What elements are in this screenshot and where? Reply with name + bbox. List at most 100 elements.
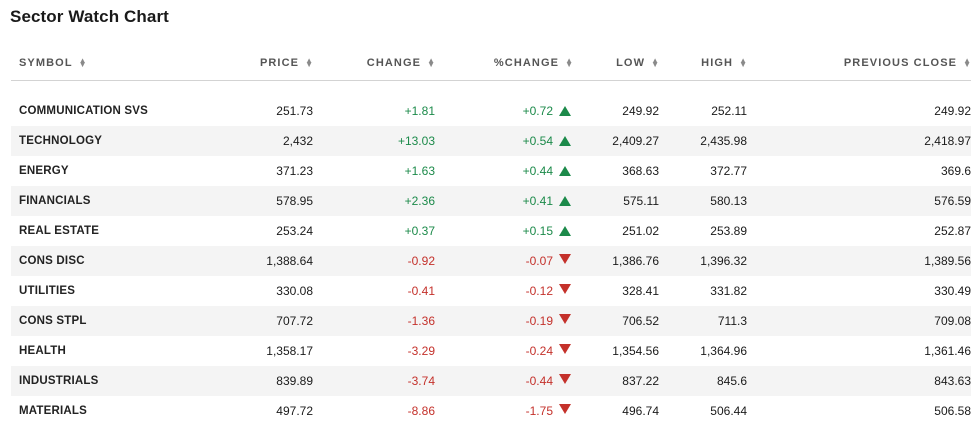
change-cell-value: -0.92 (407, 254, 435, 268)
high-cell: 372.77 (659, 156, 747, 186)
previous-close-cell: 709.08 (747, 306, 971, 336)
symbol-link-value[interactable]: MATERIALS (19, 405, 88, 417)
previous-close-cell: 843.63 (747, 366, 971, 396)
symbol-link[interactable]: INDUSTRIALS (11, 366, 227, 396)
price-cell: 1,388.64 (227, 246, 313, 276)
symbol-link-value[interactable]: FINANCIALS (19, 195, 91, 207)
table-row[interactable]: MATERIALS 497.72 -8.86 -1.75 496.74 506.44 506… (11, 396, 971, 426)
price-cell-value: 253.24 (276, 224, 313, 238)
table-row[interactable]: HEALTH 1,358.17 -3.29 -0.24 1,354.56 1,364.96… (11, 336, 971, 366)
table-row[interactable]: CONS DISC 1,388.64 -0.92 -0.07 1,386.76 1,396… (11, 246, 971, 276)
change-cell: +2.36 (313, 186, 435, 216)
column-header-pct-change[interactable]: %CHANGE ▲ ▼ (435, 46, 573, 81)
symbol-link[interactable]: COMMUNICATION SVS (11, 96, 227, 126)
price-cell-value: 497.72 (276, 404, 313, 418)
symbol-link-value[interactable]: COMMUNICATION SVS (19, 105, 149, 117)
column-header-previous-close[interactable]: PREVIOUS CLOSE ▲ ▼ (747, 46, 971, 81)
symbol-link[interactable]: TECHNOLOGY (11, 126, 227, 156)
pct-change-cell-value: +0.54 (522, 134, 553, 148)
symbol-link-value[interactable]: CONS STPL (19, 315, 87, 327)
symbol-link[interactable]: REAL ESTATE (11, 216, 227, 246)
column-header-label: SYMBOL (19, 57, 73, 69)
change-cell: -8.86 (313, 396, 435, 426)
low-cell: 251.02 (573, 216, 659, 246)
sort-arrows-icon[interactable]: ▲ ▼ (427, 56, 435, 70)
table-row[interactable]: INDUSTRIALS 839.89 -3.74 -0.44 837.22 845.6 84… (11, 366, 971, 396)
column-header-label: PRICE (259, 57, 300, 69)
symbol-link[interactable]: FINANCIALS (11, 186, 227, 216)
sector-watch-table: SYMBOL ▲ ▼ PRICE ▲ ▼ CHANGE ▲ ▼ %CHANGE ▲ ▼ LOW ▲… (11, 46, 971, 426)
low-cell: 575.11 (573, 186, 659, 216)
high-cell: 711.3 (659, 306, 747, 336)
symbol-link-value[interactable]: INDUSTRIALS (19, 375, 99, 387)
price-cell-value: 1,388.64 (266, 254, 313, 268)
table-row[interactable]: COMMUNICATION SVS 251.73 +1.81 +0.72 249.92 2… (11, 96, 971, 126)
previous-close-cell: 1,361.46 (747, 336, 971, 366)
low-cell: 328.41 (573, 276, 659, 306)
change-cell-value: -8.86 (407, 404, 435, 418)
sort-arrows-icon[interactable]: ▲ ▼ (305, 56, 313, 70)
table-row[interactable]: UTILITIES 330.08 -0.41 -0.12 328.41 331.82 330… (11, 276, 971, 306)
price-cell: 497.72 (227, 396, 313, 426)
table-body: COMMUNICATION SVS 251.73 +1.81 +0.72 249.92 2… (11, 81, 971, 427)
price-cell: 1,358.17 (227, 336, 313, 366)
symbol-link[interactable]: CONS STPL (11, 306, 227, 336)
low-cell-value: 706.52 (622, 314, 659, 328)
sort-arrows-icon[interactable]: ▲ ▼ (963, 56, 971, 70)
sort-arrows-icon[interactable]: ▲ ▼ (565, 56, 573, 70)
low-cell: 249.92 (573, 96, 659, 126)
high-cell-value: 1,396.32 (700, 254, 747, 268)
price-cell-value: 578.95 (276, 194, 313, 208)
triangle-up-icon (559, 106, 571, 116)
column-header-label: CHANGE (366, 57, 422, 69)
symbol-link-value[interactable]: TECHNOLOGY (19, 135, 103, 147)
low-cell-value: 1,386.76 (612, 254, 659, 268)
change-cell: -3.29 (313, 336, 435, 366)
previous-close-cell: 1,389.56 (747, 246, 971, 276)
high-cell-value: 1,364.96 (700, 344, 747, 358)
table-row[interactable]: FINANCIALS 578.95 +2.36 +0.41 575.11 580.13 57… (11, 186, 971, 216)
symbol-link[interactable]: CONS DISC (11, 246, 227, 276)
change-cell: -0.41 (313, 276, 435, 306)
high-cell: 253.89 (659, 216, 747, 246)
symbol-link[interactable]: MATERIALS (11, 396, 227, 426)
symbol-link-value[interactable]: HEALTH (19, 345, 66, 357)
column-header-high[interactable]: HIGH ▲ ▼ (659, 46, 747, 81)
symbol-link[interactable]: HEALTH (11, 336, 227, 366)
table-row[interactable]: CONS STPL 707.72 -1.36 -0.19 706.52 711.3 709.… (11, 306, 971, 336)
table-row[interactable]: TECHNOLOGY 2,432 +13.03 +0.54 2,409.27 2,435.… (11, 126, 971, 156)
column-header-symbol[interactable]: SYMBOL ▲ ▼ (11, 46, 227, 81)
sort-arrows-icon[interactable]: ▲ ▼ (78, 56, 87, 70)
change-cell-value: +2.36 (404, 194, 435, 208)
column-header-change[interactable]: CHANGE ▲ ▼ (313, 46, 435, 81)
sort-arrows-icon[interactable]: ▲ ▼ (651, 56, 659, 70)
symbol-link-value[interactable]: ENERGY (19, 165, 69, 177)
high-cell-value: 252.11 (711, 104, 747, 118)
symbol-link[interactable]: ENERGY (11, 156, 227, 186)
low-cell-value: 496.74 (622, 404, 659, 418)
high-cell: 1,396.32 (659, 246, 747, 276)
previous-close-cell-value: 330.49 (934, 284, 971, 298)
symbol-link-value[interactable]: UTILITIES (19, 285, 76, 297)
pct-change-cell: +0.41 (435, 186, 573, 216)
pct-change-cell: -0.19 (435, 306, 573, 336)
low-cell-value: 837.22 (622, 374, 659, 388)
price-cell: 839.89 (227, 366, 313, 396)
high-cell: 845.6 (659, 366, 747, 396)
high-cell: 331.82 (659, 276, 747, 306)
low-cell-value: 368.63 (622, 164, 659, 178)
previous-close-cell-value: 249.92 (934, 104, 971, 118)
previous-close-cell-value: 252.87 (934, 224, 971, 238)
symbol-link[interactable]: UTILITIES (11, 276, 227, 306)
column-header-low[interactable]: LOW ▲ ▼ (573, 46, 659, 81)
column-header-price[interactable]: PRICE ▲ ▼ (227, 46, 313, 81)
sort-arrows-icon[interactable]: ▲ ▼ (739, 56, 747, 70)
symbol-link-value[interactable]: REAL ESTATE (19, 225, 100, 237)
price-cell-value: 2,432 (282, 134, 313, 148)
table-row[interactable]: ENERGY 371.23 +1.63 +0.44 368.63 372.77 369.6 (11, 156, 971, 186)
pct-change-cell: +0.54 (435, 126, 573, 156)
symbol-link-value[interactable]: CONS DISC (19, 255, 85, 267)
table-row[interactable]: REAL ESTATE 253.24 +0.37 +0.15 251.02 253.89 2… (11, 216, 971, 246)
low-cell: 706.52 (573, 306, 659, 336)
change-cell-value: +13.03 (397, 134, 435, 148)
